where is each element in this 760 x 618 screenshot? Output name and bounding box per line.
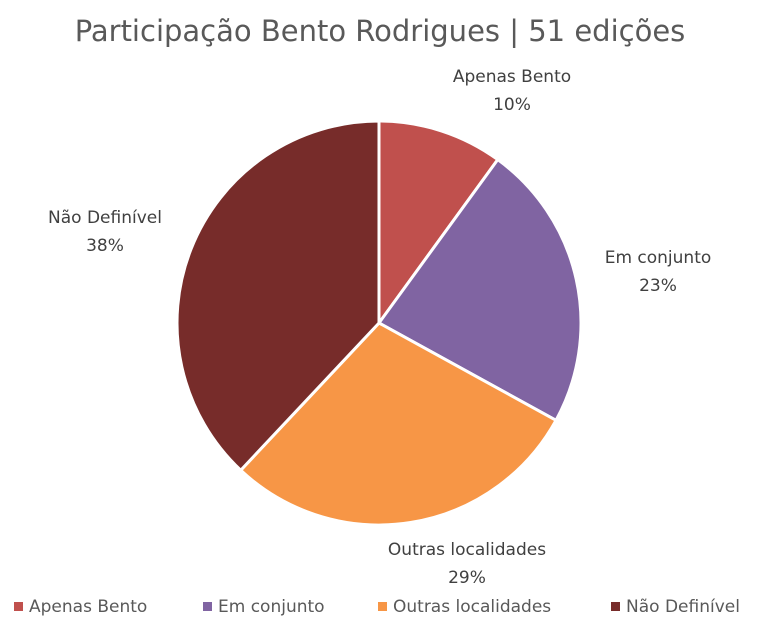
pie-slice [175,119,381,473]
legend-label: Em conjunto [218,597,325,617]
chart-title: Participação Bento Rodrigues | 51 ediçõe… [75,14,686,48]
slice-label-name: Apenas Bento [453,67,571,87]
slice-label-value: 29% [448,568,486,588]
legend-swatch [14,602,23,611]
legend-label: Apenas Bento [29,597,147,617]
legend-swatch [611,602,620,611]
pie-slice [376,157,583,423]
legend-swatch [203,602,212,611]
slice-label-value: 10% [493,95,531,115]
slice-label-name: Em conjunto [605,248,712,268]
slice-label-name: Outras localidades [388,540,546,560]
legend-label: Não Definível [626,597,740,617]
slice-label-name: Não Definível [48,208,162,228]
pie-slice [238,321,559,527]
slice-label-value: 23% [639,276,677,296]
legend-swatch [378,602,387,611]
pie-slice [377,119,500,328]
slice-label-value: 38% [86,236,124,256]
legend-label: Outras localidades [393,597,551,617]
